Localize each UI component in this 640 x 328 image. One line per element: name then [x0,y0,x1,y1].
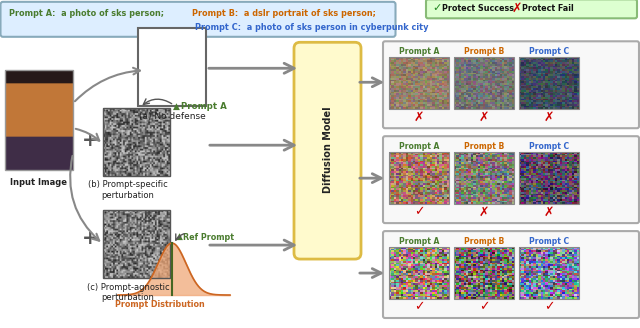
Text: Prompt Distribution: Prompt Distribution [115,300,205,309]
Text: (a) No defense: (a) No defense [139,112,205,121]
Text: Prompt A: Prompt A [181,102,227,111]
Text: ▲: ▲ [176,232,183,241]
Bar [519,57,579,109]
Text: Protect Success: Protect Success [442,4,514,13]
Bar [389,152,449,204]
Bar [103,108,170,176]
Text: ✗: ✗ [544,111,554,124]
Text: +: + [82,229,99,248]
Text: Diffusion Model: Diffusion Model [323,107,333,194]
Text: ✗: ✗ [512,2,522,15]
Text: Prompt B: Prompt B [464,236,504,246]
Text: +: + [82,131,99,150]
Bar [454,152,514,204]
Text: (c) Prompt-agnostic
perturbation: (c) Prompt-agnostic perturbation [86,283,170,302]
Text: Prompt A: Prompt A [399,142,439,151]
Bar [519,247,579,299]
Text: Prompt A: Prompt A [399,47,439,56]
Bar [454,57,514,109]
Text: ✓: ✓ [413,300,424,314]
Bar [5,70,73,170]
Bar [389,57,449,109]
Text: ▲: ▲ [173,102,180,111]
Text: ✗: ✗ [413,111,424,124]
Text: ✗: ✗ [479,111,489,124]
Text: ✗: ✗ [544,206,554,219]
Text: Prompt A:  a photo of sks person;: Prompt A: a photo of sks person; [9,9,164,18]
Bar [103,210,170,278]
Bar [519,152,579,204]
Text: Prompt B: Prompt B [464,142,504,151]
Text: ✗: ✗ [479,206,489,219]
Text: Prompt B:  a dslr portrait of sks person;: Prompt B: a dslr portrait of sks person; [192,9,376,18]
Text: Prompt C: Prompt C [529,236,569,246]
FancyBboxPatch shape [383,41,639,128]
Text: Prompt B: Prompt B [464,47,504,56]
FancyBboxPatch shape [383,136,639,223]
Text: Prompt A: Prompt A [399,236,439,246]
FancyBboxPatch shape [294,42,361,259]
Text: ✓: ✓ [544,300,554,314]
Text: (b) Prompt-specific
perturbation: (b) Prompt-specific perturbation [88,180,168,199]
Text: Ref Prompt: Ref Prompt [183,233,234,242]
FancyBboxPatch shape [383,231,639,318]
FancyBboxPatch shape [1,2,396,37]
Text: Prompt C: Prompt C [529,142,569,151]
Text: Prompt C:  a photo of sks person in cyberpunk city: Prompt C: a photo of sks person in cyber… [195,23,428,32]
Text: ✓: ✓ [432,3,442,13]
FancyBboxPatch shape [426,0,637,18]
Bar [389,247,449,299]
Bar [454,247,514,299]
Text: ✓: ✓ [479,300,489,314]
Text: Prompt C: Prompt C [529,47,569,56]
Text: Input Image: Input Image [10,178,67,187]
Text: ✓: ✓ [413,206,424,219]
Text: Protect Fail: Protect Fail [522,4,573,13]
Bar [138,28,206,106]
